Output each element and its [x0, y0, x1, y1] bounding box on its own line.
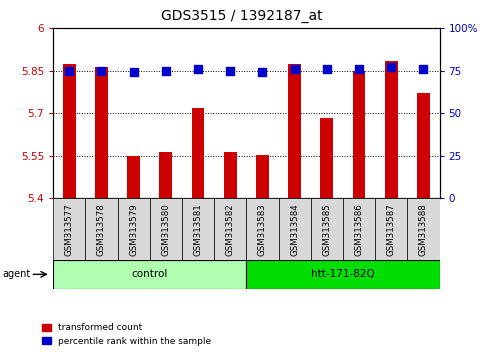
Point — [65, 68, 73, 74]
Point — [323, 66, 331, 72]
Bar — [95, 67, 108, 198]
Point — [387, 64, 395, 70]
Bar — [343, 198, 375, 260]
Text: GDS3515 / 1392187_at: GDS3515 / 1392187_at — [161, 9, 322, 23]
Text: GSM313581: GSM313581 — [194, 203, 202, 256]
Text: GSM313584: GSM313584 — [290, 203, 299, 256]
Bar — [224, 152, 237, 198]
Text: GSM313580: GSM313580 — [161, 203, 170, 256]
Legend: transformed count, percentile rank within the sample: transformed count, percentile rank withi… — [38, 320, 215, 349]
Text: GSM313578: GSM313578 — [97, 203, 106, 256]
Point — [98, 68, 105, 74]
Point — [355, 66, 363, 72]
Bar — [85, 198, 117, 260]
Bar — [385, 61, 398, 198]
Point — [291, 66, 298, 72]
Bar — [375, 198, 407, 260]
Text: GSM313583: GSM313583 — [258, 203, 267, 256]
Point — [420, 66, 427, 72]
Point — [162, 68, 170, 74]
Bar — [311, 198, 343, 260]
Point — [227, 68, 234, 74]
Bar — [256, 155, 269, 198]
Bar — [214, 198, 246, 260]
Text: GSM313586: GSM313586 — [355, 203, 364, 256]
Text: control: control — [131, 269, 168, 279]
Text: GSM313582: GSM313582 — [226, 203, 235, 256]
Point — [194, 66, 202, 72]
Point — [130, 70, 138, 75]
Text: htt-171-82Q: htt-171-82Q — [311, 269, 375, 279]
Text: GSM313577: GSM313577 — [65, 203, 74, 256]
Bar — [117, 198, 150, 260]
Bar — [63, 64, 76, 198]
Bar — [159, 152, 172, 198]
Bar — [407, 198, 440, 260]
Point — [258, 70, 266, 75]
Bar — [246, 198, 279, 260]
Bar — [192, 108, 204, 198]
Text: GSM313588: GSM313588 — [419, 203, 428, 256]
Bar — [53, 260, 246, 289]
Text: GSM313579: GSM313579 — [129, 203, 138, 256]
Bar — [246, 260, 440, 289]
Text: agent: agent — [2, 269, 30, 279]
Bar — [288, 64, 301, 198]
Bar — [53, 198, 85, 260]
Bar — [353, 72, 366, 198]
Text: GSM313585: GSM313585 — [322, 203, 331, 256]
Bar — [320, 118, 333, 198]
Bar — [417, 93, 430, 198]
Bar — [182, 198, 214, 260]
Bar — [150, 198, 182, 260]
Bar — [127, 156, 140, 198]
Bar — [279, 198, 311, 260]
Text: GSM313587: GSM313587 — [387, 203, 396, 256]
